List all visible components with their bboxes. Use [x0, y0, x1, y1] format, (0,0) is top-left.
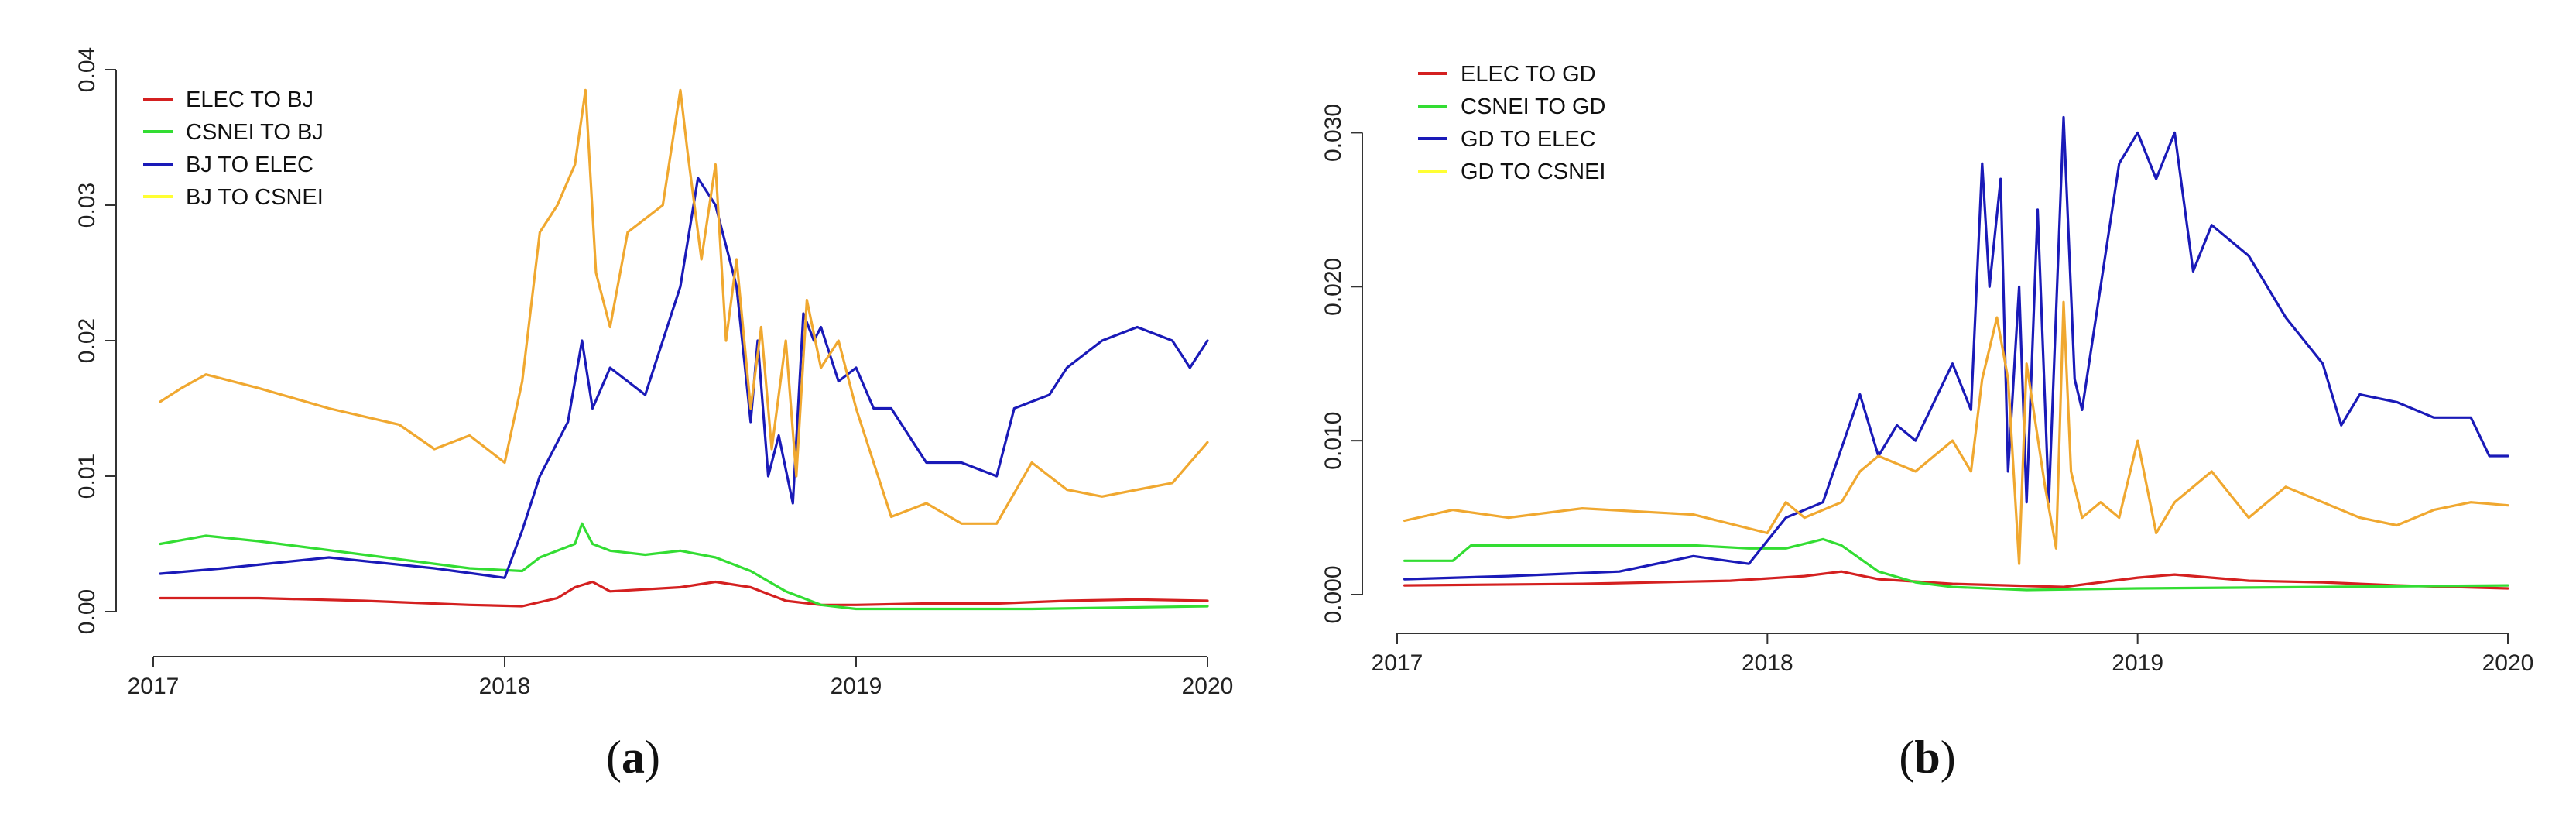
- panel-b-y-tick-label: 0.000: [1321, 565, 1346, 623]
- panel-a-y-tick-label: 0.01: [74, 454, 100, 499]
- panel-a-series-bj-to-elec: [159, 177, 1209, 579]
- panel-a-x-tick-label: 2017: [128, 674, 180, 699]
- panel-a-x-tick-label: 2020: [1182, 674, 1234, 699]
- panel-label-a: (a): [606, 732, 660, 783]
- chart-panel-b: 0.000 0.010 0.020 0.030 2017 2018 2019 2020 ELEC…: [1321, 62, 2533, 676]
- chart-panel-a: 0.00 0.01 0.02 0.03 0.04 2017 2018 2019 2020 ELEC…: [74, 47, 1233, 699]
- panel-b-x-tick-label: 2019: [2112, 650, 2163, 676]
- panel-b-legend-label: GD TO CSNEI: [1461, 159, 1605, 184]
- panel-b-x-tick-label: 2018: [1742, 650, 1793, 676]
- panel-b-series-gd-to-csnei: [1403, 300, 2509, 565]
- panel-b-y-tick-label: 0.010: [1321, 412, 1346, 470]
- panel-a-legend-label: BJ TO ELEC: [186, 153, 313, 177]
- panel-b-series-csnei-to-gd: [1403, 537, 2509, 592]
- panel-b-x-tick-label: 2017: [1372, 650, 1423, 676]
- panel-a-legend-label: BJ TO CSNEI: [186, 185, 324, 210]
- panel-a-x-tick-label: 2019: [831, 674, 882, 699]
- panel-a-y-tick-label: 0.00: [74, 589, 100, 634]
- panel-a-y-tick-label: 0.02: [74, 318, 100, 363]
- panel-a-y-tick-label: 0.03: [74, 183, 100, 228]
- panel-a-legend-label: CSNEI TO BJ: [186, 120, 324, 145]
- panel-a-x-tick-label: 2018: [479, 674, 531, 699]
- panel-b-x-tick-label: 2020: [2482, 650, 2534, 676]
- panel-a-series-elec-to-bj: [159, 580, 1209, 608]
- panel-label-b: (b): [1899, 732, 1955, 783]
- panel-a-legend-label: ELEC TO BJ: [186, 87, 313, 112]
- panel-a-series-csnei-to-bj: [159, 522, 1209, 611]
- panel-b-legend-label: ELEC TO GD: [1461, 62, 1596, 87]
- panel-b-legend-label: GD TO ELEC: [1461, 127, 1596, 152]
- panel-b-legend-label: CSNEI TO GD: [1461, 94, 1605, 119]
- panel-b-series-elec-to-gd: [1403, 570, 2509, 590]
- panel-a-y-tick-label: 0.04: [74, 47, 100, 92]
- panel-a-series-bj-to-csnei: [159, 88, 1209, 525]
- panel-b-y-tick-label: 0.030: [1321, 104, 1346, 162]
- panel-b-y-tick-label: 0.020: [1321, 258, 1346, 316]
